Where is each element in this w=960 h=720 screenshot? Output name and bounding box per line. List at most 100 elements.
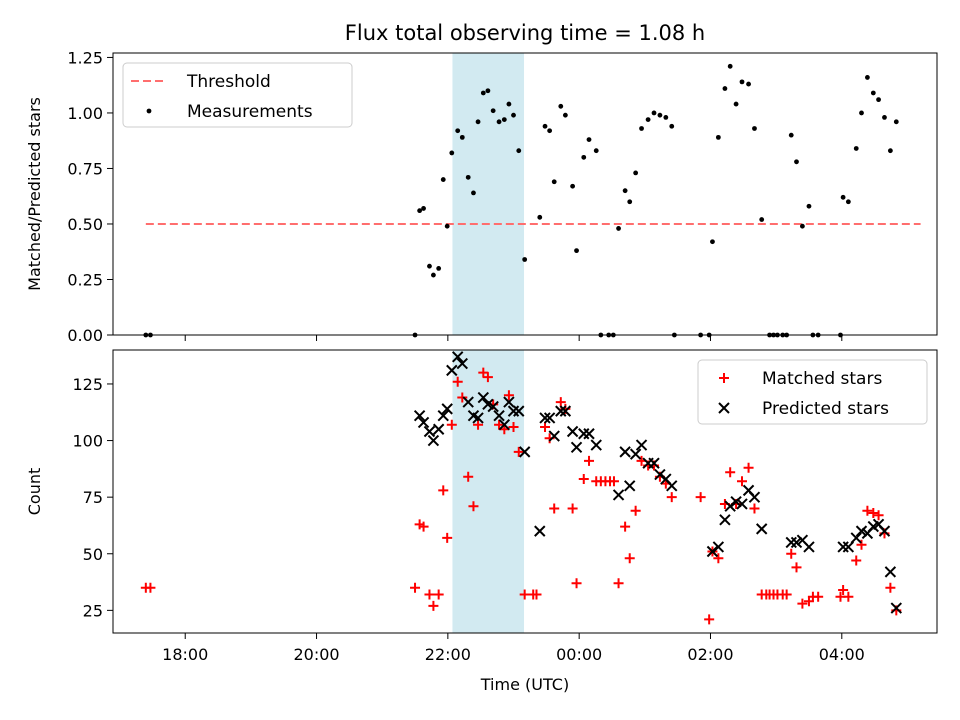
counts-series-1-point xyxy=(472,412,484,424)
counts-series-0-point xyxy=(494,419,505,430)
counts-series-1-point xyxy=(629,448,642,460)
ratio-series-0-point xyxy=(511,112,516,118)
ratio-legend-label: Measurements xyxy=(187,102,313,122)
ratio-series-0-point xyxy=(788,132,794,138)
ratio-series-0-point xyxy=(733,101,739,107)
ratio-series-0-point xyxy=(570,183,576,189)
counts-series-0-point xyxy=(713,553,724,564)
ratio-series-0-point xyxy=(710,239,715,245)
counts-series-0-point xyxy=(862,505,873,516)
counts-y-axis-label: Count xyxy=(25,468,44,516)
ratio-series-0-point xyxy=(455,128,461,134)
counts-series-0-point xyxy=(540,421,551,432)
counts-series-1-point xyxy=(719,514,731,526)
counts-series-1-point xyxy=(850,532,862,544)
counts-legend-box xyxy=(697,359,928,425)
counts-series-1-point xyxy=(736,498,748,510)
counts-series-0-point xyxy=(624,553,635,564)
counts-series-0-point xyxy=(145,582,156,593)
ratio-series-0-point xyxy=(645,117,651,123)
ratio-series-0-point xyxy=(562,112,568,118)
counts-series-1-point xyxy=(477,391,490,404)
counts-series-0-point xyxy=(868,508,879,519)
counts-series-1-point xyxy=(712,541,725,553)
ratio-series-0-point xyxy=(806,203,812,209)
ratio-series-0-point xyxy=(865,75,870,80)
ratio-series-0-point xyxy=(537,214,543,220)
ratio-legend-label: Threshold xyxy=(186,72,271,92)
counts-x-tick-label: 22:00 xyxy=(425,645,471,664)
counts-series-0-point xyxy=(838,584,849,595)
counts-series-1-point xyxy=(855,525,868,537)
counts-series-1-point xyxy=(456,357,469,370)
counts-series-0-point xyxy=(519,589,530,600)
ratio-series-0-point xyxy=(490,108,496,114)
counts-series-0-point xyxy=(786,548,797,559)
counts-series-1-point xyxy=(884,566,897,578)
counts-series-1-point xyxy=(432,423,445,435)
ratio-series-0-point xyxy=(574,248,579,254)
counts-series-1-point xyxy=(878,525,891,537)
counts-legend-label: Predicted stars xyxy=(762,399,889,419)
counts-series-1-point xyxy=(590,439,602,451)
ratio-series-0-point xyxy=(444,223,450,229)
counts-series-1-point xyxy=(423,425,436,438)
ratio-series-0-point xyxy=(669,123,675,129)
ratio-series-0-point xyxy=(506,101,512,107)
counts-series-0-point xyxy=(531,589,542,600)
counts-series-1-point xyxy=(437,409,449,422)
counts-series-1-point xyxy=(493,409,505,422)
counts-series-0-point xyxy=(578,474,589,485)
counts-series-1-point xyxy=(583,428,595,440)
counts-series-0-point xyxy=(513,446,524,457)
counts-series-0-point xyxy=(695,492,706,503)
counts-series-0-point xyxy=(567,503,578,514)
ratio-series-0-point xyxy=(485,88,491,94)
counts-plot-frame xyxy=(112,349,938,634)
counts-series-0-point xyxy=(446,419,457,430)
counts-series-0-point xyxy=(418,521,429,532)
ratio-series-0-point xyxy=(876,97,881,103)
counts-series-0-point xyxy=(743,462,754,473)
counts-series-1-point xyxy=(755,523,768,535)
counts-series-1-point xyxy=(513,405,525,417)
counts-series-0-point xyxy=(549,503,560,514)
counts-series-0-point xyxy=(555,397,566,408)
counts-series-0-point xyxy=(433,589,444,600)
counts-series-1-point xyxy=(612,489,625,501)
ratio-series-0-point xyxy=(887,148,893,154)
ratio-series-0-point xyxy=(882,114,887,120)
ratio-series-0-point xyxy=(586,137,592,142)
counts-series-0-point xyxy=(608,476,619,487)
counts-series-0-point xyxy=(503,390,514,401)
counts-series-0-point xyxy=(428,600,439,611)
counts-x-tick-label: 20:00 xyxy=(293,645,339,664)
ratio-y-tick-label: 0.00 xyxy=(67,326,103,345)
ratio-series-0-point xyxy=(480,90,486,96)
ratio-series-0-point xyxy=(440,177,446,182)
counts-series-0-point xyxy=(473,419,484,430)
counts-series-1-point xyxy=(666,480,678,492)
counts-series-0-point xyxy=(873,510,884,521)
counts-series-0-point xyxy=(843,591,854,602)
counts-series-1-point xyxy=(619,446,631,458)
counts-series-0-point xyxy=(424,589,435,600)
ratio-series-0-point xyxy=(715,134,721,140)
ratio-series-0-point xyxy=(651,110,657,116)
counts-series-1-point xyxy=(487,400,499,413)
ratio-shaded-span xyxy=(452,53,525,335)
ratio-y-tick-label: 1.00 xyxy=(67,104,103,123)
ratio-series-0-point xyxy=(471,190,476,196)
ratio-series-0-point xyxy=(551,179,557,185)
counts-series-0-point xyxy=(856,539,867,550)
ratio-legend-box xyxy=(122,62,353,128)
counts-series-0-point xyxy=(613,578,624,589)
counts-legend-swatch xyxy=(718,402,730,414)
ratio-y-tick-label: 0.25 xyxy=(67,270,103,289)
ratio-series-0-point xyxy=(794,159,799,165)
counts-series-1-point xyxy=(730,495,742,508)
ratio-series-0-point xyxy=(622,188,628,194)
ratio-series-0-point xyxy=(436,265,442,271)
ratio-series-0-point xyxy=(722,86,728,91)
ratio-series-0-point xyxy=(845,199,851,205)
